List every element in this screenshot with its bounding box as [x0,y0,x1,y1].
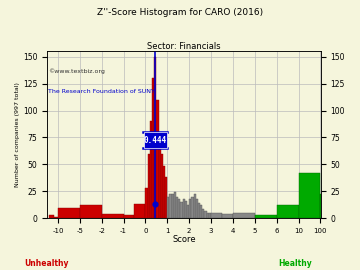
Bar [200,205,202,218]
Title: Sector: Financials: Sector: Financials [147,42,221,51]
Bar [277,205,298,218]
Bar [167,197,170,218]
Bar [207,213,209,218]
Bar [209,213,211,218]
Bar [192,197,194,218]
Text: Unhealthy: Unhealthy [24,259,69,268]
Bar [102,214,123,218]
FancyBboxPatch shape [144,132,167,148]
Bar [204,211,207,218]
Bar [172,194,174,218]
Bar [170,194,172,218]
Bar [150,121,152,218]
Bar [156,100,158,218]
Bar [123,215,135,218]
Bar [211,213,222,218]
Bar [180,202,183,218]
Bar [145,188,148,218]
Bar [58,208,80,218]
Bar [198,203,200,218]
Text: ©www.textbiz.org: ©www.textbiz.org [48,68,105,74]
Bar [189,199,192,218]
Bar [163,167,165,218]
Bar [185,201,187,218]
Text: Healthy: Healthy [278,259,312,268]
Bar [298,173,320,218]
Bar [165,177,167,218]
Bar [202,210,204,218]
Bar [194,194,196,218]
Bar [178,199,180,218]
Bar [158,137,161,218]
Bar [196,199,198,218]
Y-axis label: Number of companies (997 total): Number of companies (997 total) [15,82,20,187]
Text: The Research Foundation of SUNY: The Research Foundation of SUNY [48,89,155,94]
Bar [148,154,150,218]
Bar [174,192,176,218]
Bar [154,57,156,218]
Text: 0.444: 0.444 [144,136,167,145]
Bar [222,214,233,218]
Bar [54,217,58,218]
Bar [187,205,189,218]
Bar [176,197,178,218]
Bar [49,215,54,218]
Bar [152,78,154,218]
Bar [183,199,185,218]
Bar [80,205,102,218]
Bar [135,204,145,218]
X-axis label: Score: Score [172,235,196,244]
Bar [255,215,277,218]
Bar [233,213,255,218]
Text: Z''-Score Histogram for CARO (2016): Z''-Score Histogram for CARO (2016) [97,8,263,17]
Bar [161,154,163,218]
